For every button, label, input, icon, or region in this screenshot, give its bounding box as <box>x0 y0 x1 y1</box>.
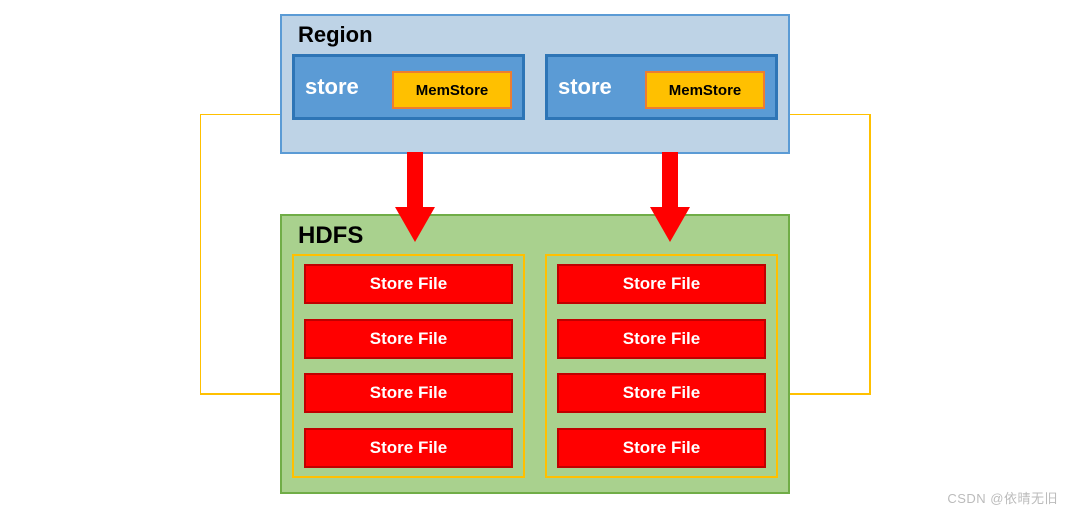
store-label: store <box>558 74 612 100</box>
filegroup-row: Store File Store File Store File Store F… <box>292 254 778 478</box>
memstore-box-1: MemStore <box>645 71 765 109</box>
filegroup-1: Store File Store File Store File Store F… <box>545 254 778 478</box>
storefile: Store File <box>304 264 513 304</box>
connector-right <box>780 114 880 404</box>
filegroup-0: Store File Store File Store File Store F… <box>292 254 525 478</box>
storefile: Store File <box>557 428 766 468</box>
memstore-label: MemStore <box>669 82 742 99</box>
storefile: Store File <box>557 319 766 359</box>
storefile: Store File <box>557 264 766 304</box>
arrow-down-icon <box>395 152 435 242</box>
memstore-box-0: MemStore <box>392 71 512 109</box>
diagram-stage: Region store MemStore store MemStore HDF… <box>280 14 790 494</box>
hdfs-box: HDFS Store File Store File Store File St… <box>280 214 790 494</box>
storefile: Store File <box>557 373 766 413</box>
region-title: Region <box>298 22 778 48</box>
store-box-0: store MemStore <box>292 54 525 120</box>
memstore-label: MemStore <box>416 82 489 99</box>
storefile: Store File <box>304 373 513 413</box>
storefile: Store File <box>304 319 513 359</box>
watermark: CSDN @依晴无旧 <box>947 488 1058 507</box>
store-box-1: store MemStore <box>545 54 778 120</box>
store-label: store <box>305 74 359 100</box>
hdfs-title: HDFS <box>298 222 778 250</box>
store-row: store MemStore store MemStore <box>292 54 778 120</box>
arrow-down-icon <box>650 152 690 242</box>
region-box: Region store MemStore store MemStore <box>280 14 790 154</box>
storefile: Store File <box>304 428 513 468</box>
